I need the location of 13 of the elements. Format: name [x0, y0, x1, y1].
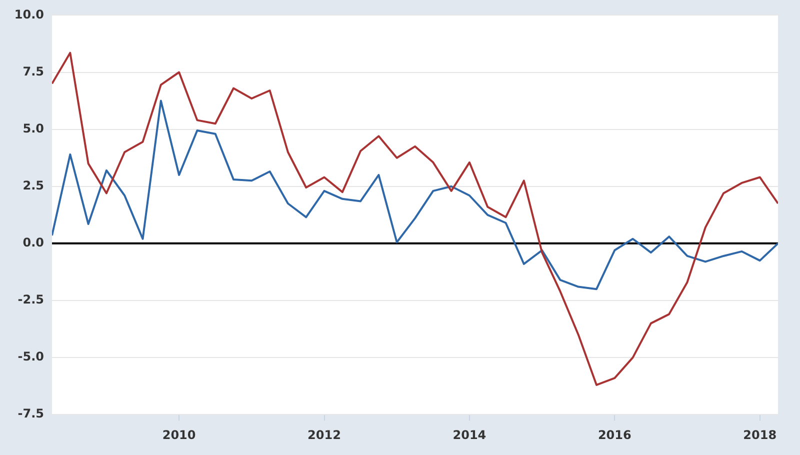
x-tick-label: 2014 — [452, 428, 486, 442]
x-tick-label: 2018 — [743, 428, 777, 442]
y-tick-label: 5.0 — [22, 121, 44, 136]
y-tick-label: -2.5 — [18, 292, 44, 307]
y-tick-label: -5.0 — [18, 350, 44, 364]
y-tick-label: -7.5 — [18, 406, 44, 421]
y-tick-label: 2.5 — [22, 178, 44, 192]
x-tick-label: 2016 — [598, 428, 632, 442]
x-tick-label: 2012 — [308, 428, 341, 442]
x-tick-label: 2010 — [162, 428, 196, 442]
y-tick-label: 0.0 — [22, 236, 44, 250]
y-tick-label: 7.5 — [22, 64, 44, 78]
y-tick-label: 10.0 — [14, 7, 44, 22]
